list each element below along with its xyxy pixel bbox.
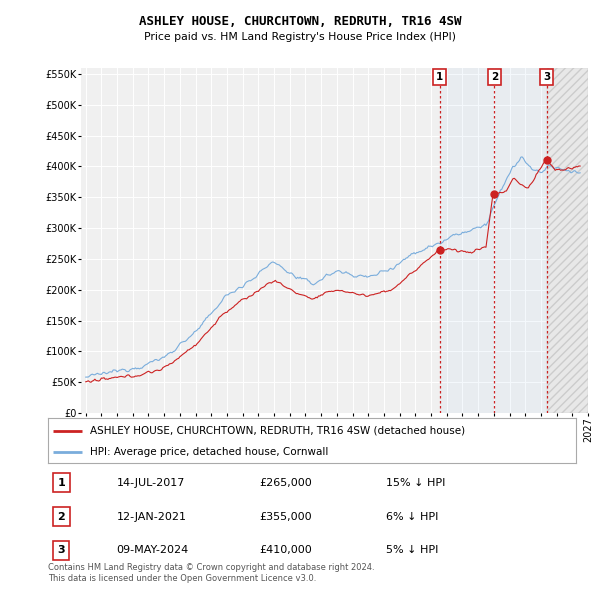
Text: £410,000: £410,000 [259,545,312,555]
Text: 12-JAN-2021: 12-JAN-2021 [116,512,187,522]
Text: 5% ↓ HPI: 5% ↓ HPI [386,545,438,555]
Text: 14-JUL-2017: 14-JUL-2017 [116,478,185,488]
Text: ASHLEY HOUSE, CHURCHTOWN, REDRUTH, TR16 4SW (detached house): ASHLEY HOUSE, CHURCHTOWN, REDRUTH, TR16 … [90,426,466,436]
Text: ASHLEY HOUSE, CHURCHTOWN, REDRUTH, TR16 4SW: ASHLEY HOUSE, CHURCHTOWN, REDRUTH, TR16 … [139,15,461,28]
Text: 2: 2 [491,72,498,82]
Text: 09-MAY-2024: 09-MAY-2024 [116,545,189,555]
Text: HPI: Average price, detached house, Cornwall: HPI: Average price, detached house, Corn… [90,447,329,457]
Text: 3: 3 [58,545,65,555]
Text: This data is licensed under the Open Government Licence v3.0.: This data is licensed under the Open Gov… [48,574,316,583]
Text: £355,000: £355,000 [259,512,312,522]
Text: 3: 3 [543,72,550,82]
Text: Price paid vs. HM Land Registry's House Price Index (HPI): Price paid vs. HM Land Registry's House … [144,32,456,42]
Text: 15% ↓ HPI: 15% ↓ HPI [386,478,445,488]
Text: 1: 1 [58,478,65,488]
Text: 1: 1 [436,72,443,82]
Text: 2: 2 [58,512,65,522]
Text: £265,000: £265,000 [259,478,312,488]
Bar [547,68,588,413]
Text: Contains HM Land Registry data © Crown copyright and database right 2024.: Contains HM Land Registry data © Crown c… [48,563,374,572]
Text: 6% ↓ HPI: 6% ↓ HPI [386,512,438,522]
Bar [440,68,547,413]
